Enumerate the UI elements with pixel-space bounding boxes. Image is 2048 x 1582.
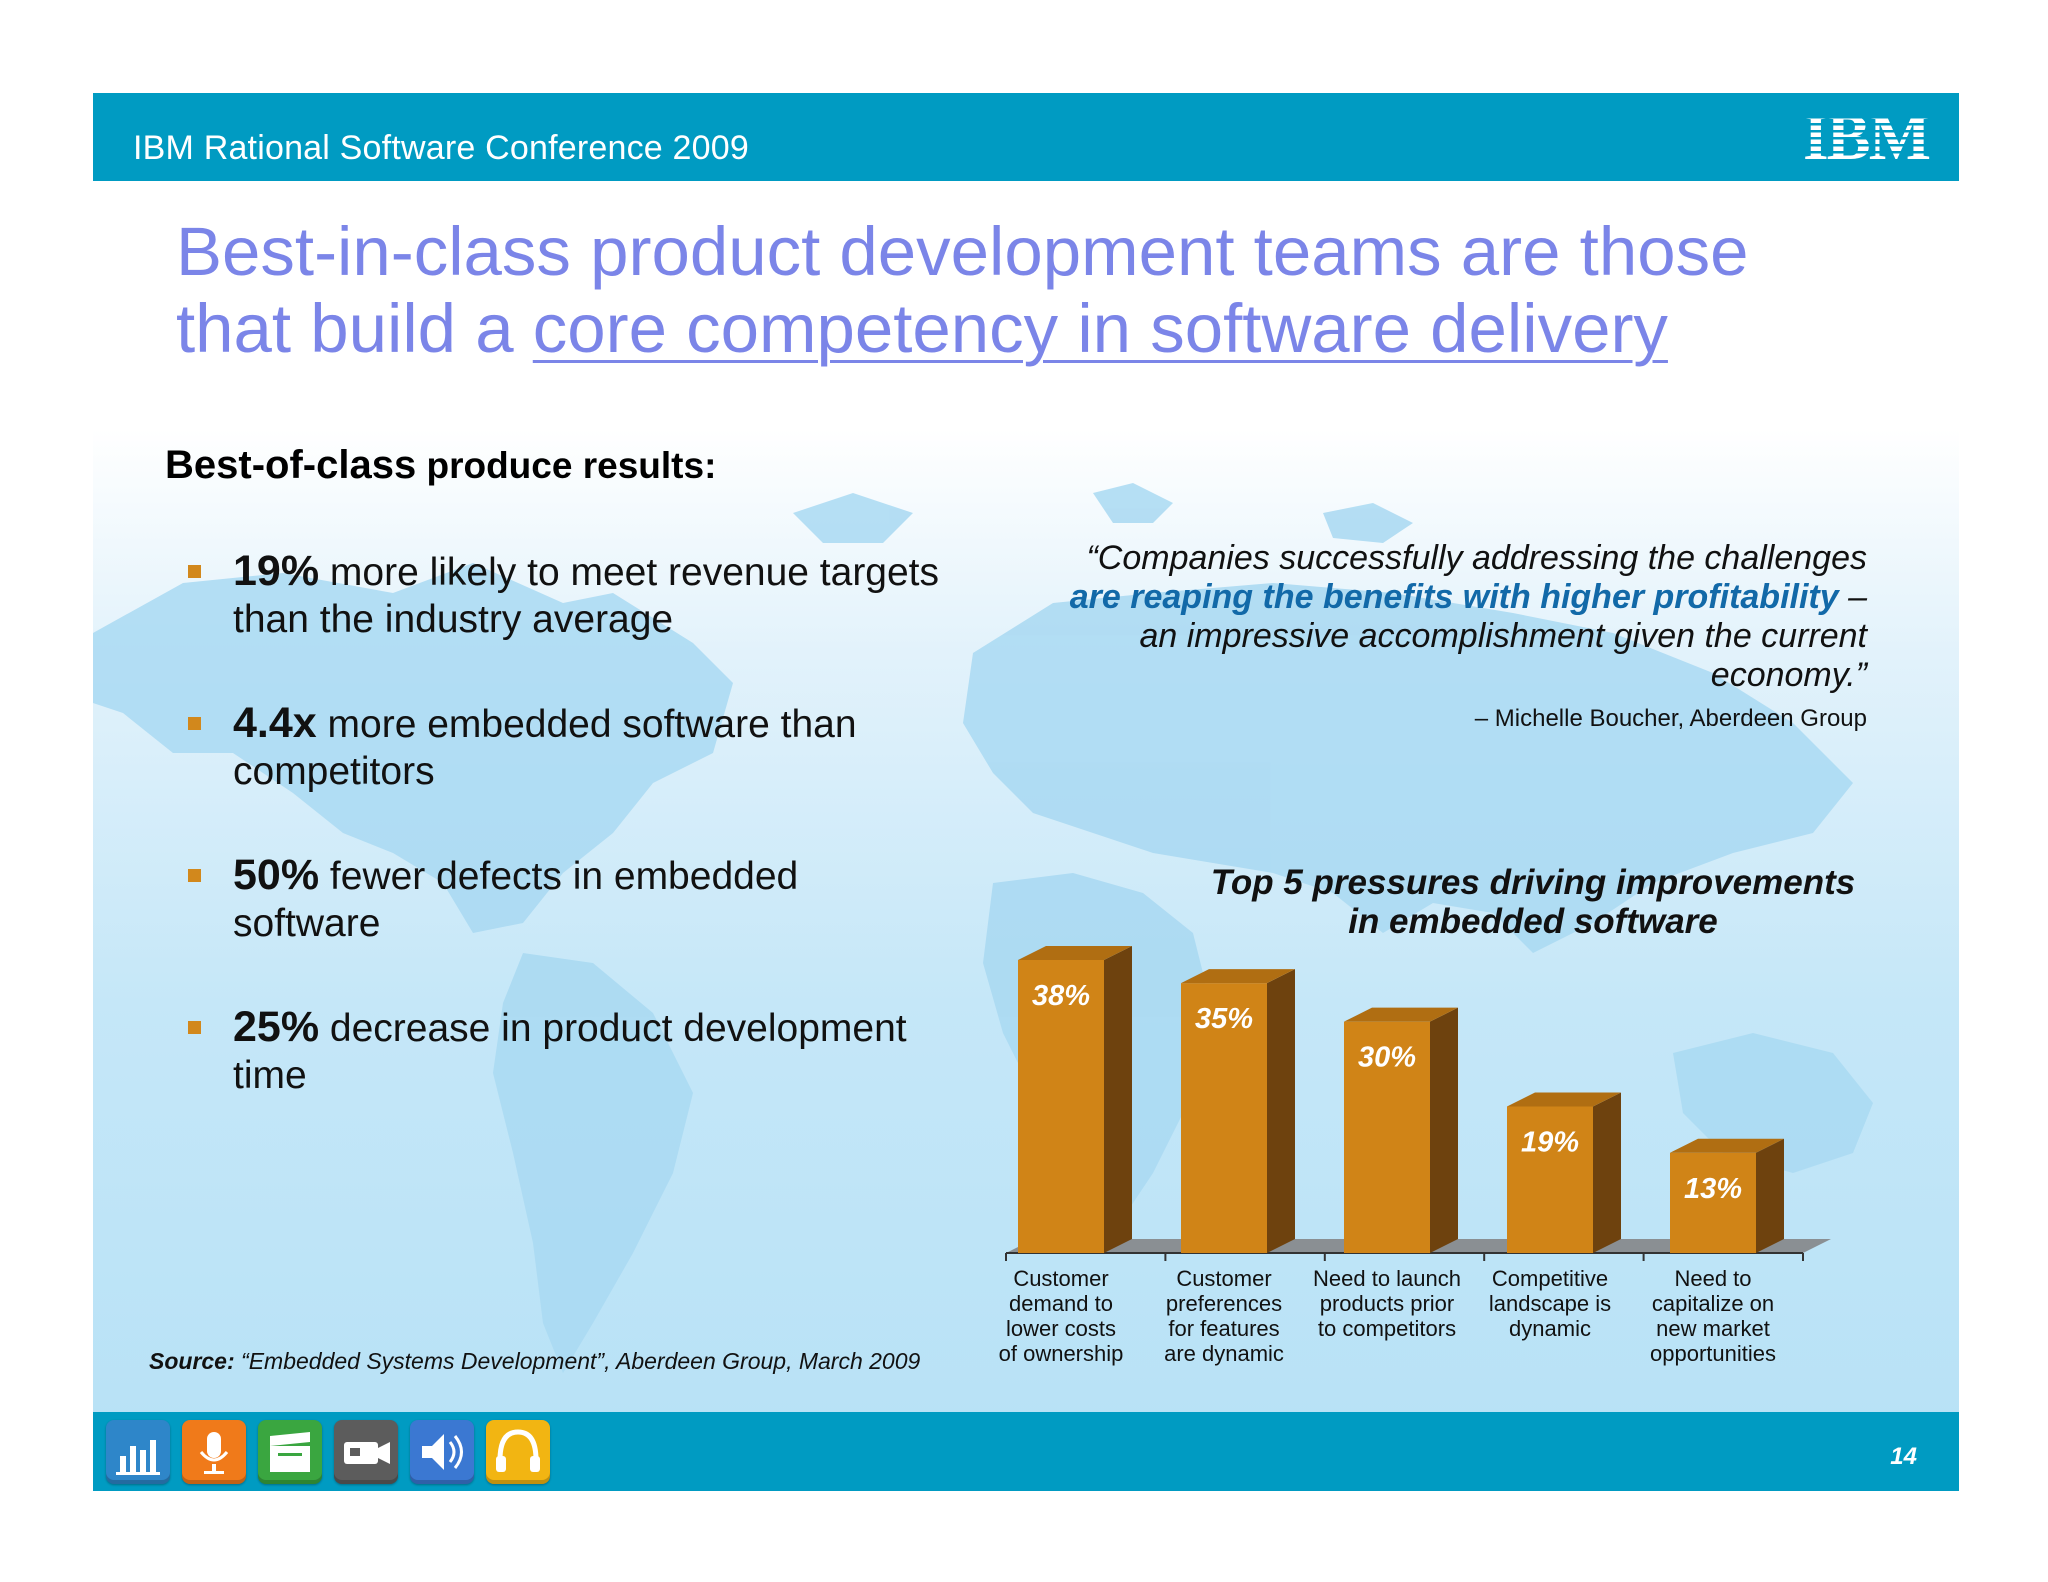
bar-data-label: 30% [1358,1042,1416,1074]
results-heading-bold: Best-of-class [165,443,417,487]
video-camera-icon[interactable] [334,1420,398,1484]
bar-top [1018,946,1132,960]
results-heading-colon: : [704,445,717,486]
category-label: Need to [1674,1266,1751,1291]
category-label: capitalize on [1652,1291,1774,1316]
bar-4 [1507,1092,1621,1253]
bar-side [1430,1007,1458,1253]
bar-front [1507,1106,1593,1253]
bullet-text: fewer defects in embedded software [233,855,799,945]
category-label: Competitive [1492,1266,1608,1291]
headline-line-2: that build a core competency in software… [176,290,1896,367]
source-text: “Embedded Systems Development”, Aberdeen… [234,1348,921,1374]
results-bullet-list: 19% more likely to meet revenue targets … [188,548,948,1156]
bottom-banner: 14 [93,1412,1959,1491]
category-label: preferences [1166,1291,1282,1316]
bar-side [1104,946,1132,1253]
bullet-text: more likely to meet revenue targets than… [233,551,940,641]
quote-text-start: “Companies successfully addressing the c… [1086,539,1867,577]
bullet-item: 4.4x more embedded software than competi… [188,700,948,795]
bar-5 [1670,1138,1784,1253]
top-banner: IBM Rational Software Conference 2009 IB… [93,93,1959,181]
bar-data-label: 38% [1032,980,1090,1012]
conference-title: IBM Rational Software Conference 2009 [133,129,749,167]
bar-front [1181,983,1267,1253]
source-citation: Source: “Embedded Systems Development”, … [149,1348,920,1375]
category-label: demand to [1009,1291,1113,1316]
clapperboard-icon[interactable] [258,1420,322,1484]
bullet-stat: 25% [233,1003,320,1051]
ibm-logo: IBM [1793,109,1939,165]
bar-front [1670,1152,1756,1253]
category-label: products prior [1320,1291,1455,1316]
analyst-quote: “Companies successfully addressing the c… [1047,539,1867,695]
source-label: Source: [149,1348,235,1374]
quote-highlight: are reaping the benefits with higher pro… [1069,578,1839,616]
bullet-text: decrease in product development time [233,1007,907,1097]
bar-top [1670,1138,1784,1153]
results-heading: Best-of-class produce results: [165,443,716,488]
category-label: Customer [1176,1266,1271,1291]
bullet-item: 50% fewer defects in embedded software [188,852,948,947]
bullet-square-icon [188,565,201,578]
results-heading-rest: produce results [416,445,705,486]
bar-2 [1181,969,1295,1253]
headline-underlined-text: core competency in software delivery [532,290,1668,367]
bar-data-label: 13% [1684,1173,1742,1205]
headline-line-1: Best-in-class product development teams … [176,213,1749,290]
category-label: Need to launch [1313,1266,1461,1291]
bullet-square-icon [188,1021,201,1034]
page-number: 14 [1890,1443,1917,1470]
category-label: are dynamic [1164,1341,1284,1366]
speaker-icon[interactable] [410,1420,474,1484]
category-label: dynamic [1509,1316,1591,1341]
bar-1 [1018,946,1132,1253]
chart-icon[interactable] [106,1420,170,1484]
bar-top [1507,1092,1621,1107]
quote-text-end: – an impressive accomplishment given the… [1139,578,1867,694]
slide: IBM Rational Software Conference 2009 IB… [93,93,1959,1491]
bar-front [1344,1021,1430,1253]
bullet-text: more embedded software than competitors [233,703,857,793]
bullet-square-icon [188,869,201,882]
headphones-icon[interactable] [486,1420,550,1484]
chart-title-line: in embedded software [1348,902,1718,941]
bullet-square-icon [188,717,201,730]
category-label: to competitors [1318,1316,1456,1341]
bar-data-label: 19% [1521,1127,1579,1159]
bar-side [1756,1138,1784,1253]
bar-side [1593,1092,1621,1253]
headline-plain-text: that build a [176,290,533,367]
bullet-item: 25% decrease in product development time [188,1004,948,1099]
category-label: opportunities [1650,1341,1776,1366]
bar-front [1018,960,1104,1253]
bar-top [1181,969,1295,984]
bullet-stat: 4.4x [233,699,317,747]
quote-attribution: – Michelle Boucher, Aberdeen Group [1474,705,1867,732]
slide-headline: Best-in-class product development teams … [176,213,1896,367]
microphone-icon[interactable] [182,1420,246,1484]
bullet-stat: 50% [233,851,320,899]
bar-side [1267,969,1295,1253]
bar-top [1344,1007,1458,1022]
category-label: for features [1168,1316,1279,1341]
chart-title: Top 5 pressures driving improvements in … [1113,863,1953,941]
bullet-stat: 19% [233,547,320,595]
category-label: Customer [1013,1266,1108,1291]
category-label: landscape is [1489,1291,1611,1316]
category-label: new market [1656,1316,1770,1341]
bullet-item: 19% more likely to meet revenue targets … [188,548,948,643]
bar-data-label: 35% [1195,1003,1253,1035]
category-label: of ownership [999,1341,1124,1366]
bar-3 [1344,1007,1458,1253]
category-label: lower costs [1006,1316,1116,1341]
chart-title-line: Top 5 pressures driving improvements [1210,863,1856,902]
